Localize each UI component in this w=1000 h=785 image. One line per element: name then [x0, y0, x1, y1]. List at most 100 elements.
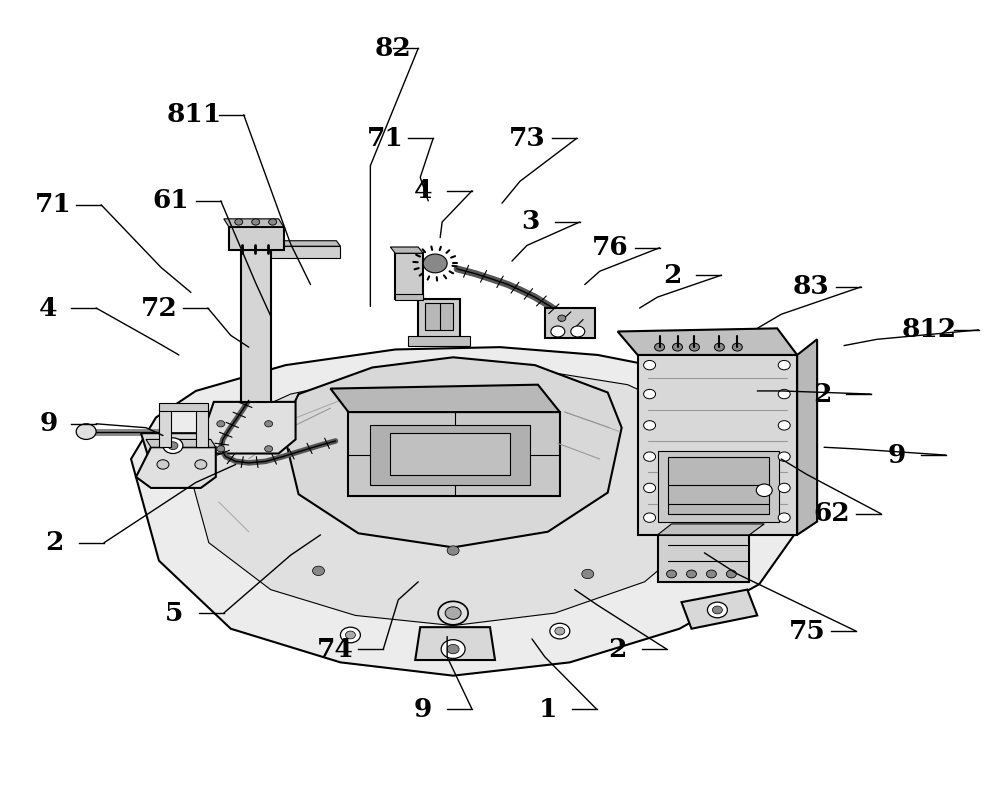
Circle shape: [778, 484, 790, 493]
Polygon shape: [146, 440, 216, 447]
Circle shape: [644, 360, 656, 370]
Text: 83: 83: [793, 275, 830, 299]
Circle shape: [157, 460, 169, 469]
Polygon shape: [136, 447, 216, 488]
Circle shape: [445, 607, 461, 619]
Text: 4: 4: [414, 178, 432, 203]
Polygon shape: [390, 247, 423, 254]
Circle shape: [714, 343, 724, 351]
Bar: [271, 246, 340, 258]
Circle shape: [235, 219, 243, 225]
Circle shape: [447, 644, 459, 654]
Circle shape: [778, 513, 790, 522]
Circle shape: [707, 602, 727, 618]
Circle shape: [756, 484, 772, 497]
Circle shape: [655, 343, 665, 351]
Bar: [668, 458, 769, 513]
Text: 74: 74: [317, 637, 354, 662]
Polygon shape: [330, 385, 560, 412]
Circle shape: [582, 569, 594, 579]
Polygon shape: [233, 240, 271, 250]
Polygon shape: [348, 412, 560, 496]
Circle shape: [732, 546, 742, 554]
Circle shape: [340, 627, 360, 643]
Text: 76: 76: [591, 236, 628, 261]
Text: 1: 1: [539, 697, 557, 721]
Circle shape: [673, 343, 682, 351]
Bar: [229, 227, 284, 250]
Polygon shape: [283, 357, 622, 547]
Circle shape: [195, 460, 207, 469]
Text: 82: 82: [375, 36, 412, 60]
Text: 75: 75: [789, 619, 826, 644]
Text: 4: 4: [39, 295, 58, 320]
Bar: [159, 403, 208, 411]
Polygon shape: [638, 355, 797, 535]
Circle shape: [778, 360, 790, 370]
Circle shape: [558, 315, 566, 321]
Polygon shape: [618, 328, 797, 355]
Bar: [395, 254, 423, 298]
Circle shape: [217, 421, 225, 427]
Text: 71: 71: [35, 192, 72, 217]
Polygon shape: [658, 524, 764, 535]
Polygon shape: [681, 590, 757, 629]
Circle shape: [265, 446, 273, 452]
Text: 72: 72: [141, 295, 177, 320]
Circle shape: [76, 424, 96, 440]
Circle shape: [571, 326, 585, 337]
Bar: [425, 302, 453, 330]
Bar: [658, 535, 749, 582]
Circle shape: [732, 343, 742, 351]
Circle shape: [644, 421, 656, 430]
Circle shape: [667, 570, 677, 578]
Circle shape: [706, 570, 716, 578]
Circle shape: [726, 570, 736, 578]
Circle shape: [644, 389, 656, 399]
Bar: [418, 298, 460, 338]
Circle shape: [644, 484, 656, 493]
Polygon shape: [390, 433, 510, 475]
Circle shape: [345, 631, 355, 639]
Circle shape: [686, 570, 696, 578]
Circle shape: [252, 219, 260, 225]
Polygon shape: [370, 425, 530, 485]
Bar: [395, 294, 423, 300]
Text: 2: 2: [45, 530, 63, 555]
Text: 61: 61: [153, 188, 189, 214]
Polygon shape: [267, 241, 340, 246]
Bar: [159, 408, 171, 447]
Bar: [241, 250, 271, 402]
Circle shape: [644, 513, 656, 522]
Circle shape: [163, 438, 183, 454]
Text: 9: 9: [39, 411, 57, 436]
Circle shape: [778, 389, 790, 399]
Text: 73: 73: [509, 126, 545, 151]
Circle shape: [423, 254, 447, 273]
Circle shape: [551, 326, 565, 337]
Text: 811: 811: [166, 102, 221, 127]
Text: 2: 2: [663, 263, 682, 287]
Text: 2: 2: [608, 637, 627, 662]
Polygon shape: [131, 347, 809, 676]
Circle shape: [712, 606, 722, 614]
Circle shape: [778, 421, 790, 430]
Circle shape: [447, 546, 459, 555]
Text: 9: 9: [414, 697, 432, 721]
Circle shape: [158, 469, 168, 476]
Circle shape: [441, 640, 465, 659]
Text: 71: 71: [367, 126, 404, 151]
Text: 9: 9: [888, 443, 906, 468]
Circle shape: [644, 452, 656, 462]
Circle shape: [269, 219, 277, 225]
Text: 5: 5: [165, 601, 183, 626]
Circle shape: [727, 542, 747, 558]
Text: 2: 2: [813, 382, 831, 407]
Circle shape: [313, 566, 324, 575]
Circle shape: [168, 442, 178, 450]
Polygon shape: [141, 433, 209, 459]
Circle shape: [265, 421, 273, 427]
Polygon shape: [797, 339, 817, 535]
Bar: [196, 408, 208, 447]
Circle shape: [550, 623, 570, 639]
